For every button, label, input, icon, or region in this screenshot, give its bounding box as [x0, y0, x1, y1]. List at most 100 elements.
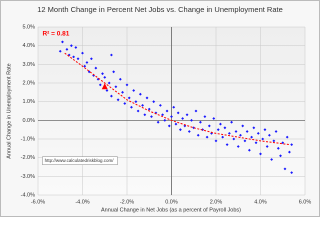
data-point	[179, 128, 182, 132]
data-point	[58, 49, 62, 53]
data-point	[212, 117, 216, 120]
data-point	[150, 115, 153, 118]
data-point	[94, 66, 98, 70]
data-point	[72, 55, 75, 59]
data-point	[163, 118, 167, 122]
data-point	[181, 117, 185, 120]
data-point	[199, 120, 202, 124]
data-point	[276, 146, 280, 150]
data-point	[232, 137, 236, 141]
data-point	[74, 46, 78, 49]
y-axis-label: Annual Change in Unemployment Rate	[6, 63, 12, 158]
data-point	[285, 135, 289, 139]
data-point	[85, 61, 89, 64]
data-point	[165, 109, 169, 113]
y-tick-label: 2.0%	[22, 80, 35, 86]
data-point	[254, 141, 258, 145]
data-point	[90, 57, 93, 61]
data-point	[245, 130, 249, 133]
data-point	[107, 81, 111, 85]
x-tick-label: -2.0%	[120, 199, 134, 205]
data-point	[250, 135, 253, 139]
data-point	[185, 113, 189, 117]
data-point	[265, 145, 269, 148]
y-tick-label: -4.0%	[21, 192, 35, 198]
data-point	[230, 120, 233, 124]
data-point	[147, 107, 151, 111]
source-note: http://www.calculatedriskblog.com/	[45, 158, 115, 163]
data-point	[174, 122, 178, 126]
data-point	[263, 128, 267, 132]
data-point	[103, 76, 107, 79]
y-tick-label: -1.0%	[21, 136, 35, 142]
data-point	[156, 120, 160, 124]
data-point	[239, 133, 242, 137]
data-point	[207, 124, 211, 128]
x-tick-label: 2.0%	[210, 199, 223, 205]
data-point	[272, 139, 276, 143]
data-point	[234, 130, 238, 133]
data-point	[288, 150, 291, 154]
data-point	[81, 51, 84, 55]
source-box	[42, 156, 118, 165]
x-tick-label: -6.0%	[31, 199, 45, 205]
data-point	[143, 113, 147, 117]
data-point	[114, 85, 118, 89]
data-point	[127, 96, 131, 100]
data-point	[101, 72, 104, 76]
data-point	[236, 145, 240, 148]
data-point	[194, 109, 198, 113]
data-point	[261, 137, 265, 141]
chart: 12 Month Change in Percent Net Jobs vs. …	[0, 0, 320, 217]
x-tick-label: 4.0%	[254, 199, 267, 205]
data-point	[241, 124, 245, 128]
y-tick-label: 4.0%	[22, 43, 35, 49]
data-point	[252, 126, 256, 130]
data-point	[65, 48, 69, 51]
data-point	[130, 105, 133, 109]
data-point	[110, 53, 113, 57]
data-point	[205, 135, 209, 139]
data-point	[118, 77, 122, 81]
data-point	[121, 90, 124, 94]
data-point	[259, 152, 262, 156]
data-point	[69, 44, 73, 48]
data-point	[274, 130, 278, 133]
data-point	[161, 113, 164, 117]
data-point	[172, 105, 176, 109]
data-point	[187, 130, 191, 133]
y-tick-label: 0.0%	[22, 118, 35, 124]
data-point	[283, 167, 287, 171]
data-point	[167, 124, 171, 128]
data-point	[116, 98, 120, 102]
data-point	[214, 139, 218, 143]
data-point	[290, 143, 294, 146]
data-point	[219, 122, 222, 126]
data-point	[290, 171, 294, 174]
data-point	[190, 118, 193, 122]
chart-title: 12 Month Change in Percent Net Jobs vs. …	[37, 5, 283, 14]
data-point	[134, 100, 138, 104]
y-tick-label: -2.0%	[21, 155, 35, 161]
y-tick-label: 3.0%	[22, 62, 35, 68]
data-point	[101, 83, 108, 90]
data-point	[281, 141, 285, 145]
data-point	[96, 77, 100, 81]
data-point	[216, 128, 220, 132]
data-point	[112, 70, 116, 74]
data-point	[176, 111, 180, 115]
data-point	[279, 154, 282, 158]
data-point	[170, 115, 173, 118]
data-point	[138, 92, 142, 96]
data-point	[145, 96, 149, 100]
x-tick-label: -4.0%	[75, 199, 89, 205]
data-point	[221, 135, 225, 139]
data-point	[158, 104, 162, 107]
data-point	[98, 83, 102, 87]
data-point	[61, 40, 64, 44]
data-point	[87, 70, 91, 74]
y-tick-label: -3.0%	[21, 174, 35, 180]
data-point	[152, 100, 156, 104]
data-point	[256, 132, 260, 135]
data-point	[132, 89, 136, 92]
